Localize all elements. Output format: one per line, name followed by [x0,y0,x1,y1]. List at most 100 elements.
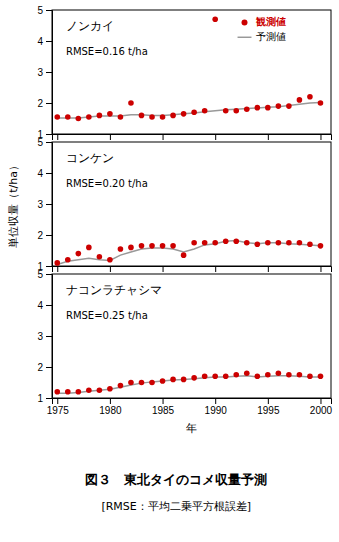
observed-point [139,380,145,386]
observed-point [118,246,124,252]
x-tick [268,134,269,140]
x-tick [57,266,58,272]
x-tick-mark [57,266,58,272]
observed-point [128,100,134,106]
x-tick-label: 2000 [310,405,333,416]
rmse-annotation: RMSE=0.25 t/ha [66,310,148,321]
y-tick: 4 [37,168,52,179]
x-tick-mark [215,266,216,272]
observed-point [191,240,197,246]
y-tick: 3 [37,331,52,342]
observed-point [118,114,124,120]
chart-svg: 12345ノンカイRMSE=0.16 t/ha観測値予測値12345コンケンRM… [0,0,339,542]
y-axis-line [46,11,53,135]
y-axis-title: 単位収量（t/ha） [7,160,20,248]
observed-point [86,245,92,251]
y-tick-label: 2 [37,230,43,241]
predicted-line [57,102,320,118]
observed-point [297,240,303,246]
y-axis-line [46,275,53,399]
y-tick-mark [46,305,52,306]
observed-point [212,17,218,23]
observed-point [86,114,92,120]
y-axis: 12345 [37,5,52,140]
observed-point [191,110,197,116]
panel: 12345ノンカイRMSE=0.16 t/ha観測値予測値 [37,5,331,140]
y-tick: 2 [37,230,52,241]
observed-point [244,106,250,112]
panel: 19751980198519901995200012345ナコンラチャシマRMS… [37,269,332,435]
x-tick-mark [320,266,321,272]
legend-symbol [242,19,248,25]
observed-point [191,375,197,381]
x-tick [110,134,111,140]
y-tick-label: 1 [37,393,43,404]
y-tick: 5 [37,137,52,148]
x-tick: 1985 [152,398,175,416]
x-tick [163,266,164,272]
panel: 12345コンケンRMSE=0.20 t/ha [37,137,331,272]
y-tick-label: 2 [37,362,43,373]
legend-label: 予測値 [256,31,286,42]
x-tick: 1975 [47,398,70,416]
y-tick-mark [46,336,52,337]
x-tick-label: 1980 [99,405,122,416]
y-tick-label: 4 [37,168,43,179]
y-tick-mark [46,266,52,267]
observed-point [307,94,313,100]
x-tick [57,134,58,140]
x-tick-mark [163,266,164,272]
observed-point [65,389,71,395]
x-axis-line [53,267,332,273]
plot-frame [52,274,331,398]
x-tick: 1995 [257,398,280,416]
panel-title: ノンカイ [66,19,114,33]
y-tick-mark [46,204,52,205]
y-tick-label: 3 [37,199,43,210]
y-tick: 2 [37,362,52,373]
x-axis: 1975 1980 1985 1990 1995 2000 [47,398,333,416]
y-tick: 2 [37,98,52,109]
observed-point [297,372,303,378]
observed-point [181,377,187,383]
y-tick-mark [46,398,52,399]
y-tick-mark [46,103,52,104]
y-tick-mark [46,173,52,174]
y-tick: 5 [37,269,52,280]
y-tick-mark [46,142,52,143]
observed-point [265,240,271,246]
observed-point [170,113,176,119]
observed-point [149,114,155,120]
y-tick-label: 5 [37,5,43,16]
x-axis [53,266,332,272]
y-tick-label: 2 [37,98,43,109]
observed-point [97,387,103,393]
y-tick-mark [46,41,52,42]
observed-point [76,116,82,122]
observed-point [307,374,313,380]
observed-point [107,386,113,392]
x-axis [53,134,332,140]
observed-point [202,240,208,246]
observed-point [233,372,239,378]
x-tick [215,134,216,140]
y-tick: 4 [37,300,52,311]
observed-point [76,251,82,257]
observed-point [54,389,60,395]
plot-frame [52,10,331,134]
observed-point [181,252,187,258]
observed-point [149,243,155,249]
x-tick-mark [110,266,111,272]
x-tick-label: 1990 [205,405,228,416]
y-tick-mark [46,367,52,368]
observed-point [265,372,271,378]
rmse-annotation: RMSE=0.16 t/ha [66,46,148,57]
x-tick-mark [57,134,58,140]
marks [54,238,323,265]
y-tick: 3 [37,67,52,78]
observed-point [276,103,282,109]
observed-point [318,100,324,106]
y-tick-label: 3 [37,331,43,342]
observed-point [212,374,218,380]
x-tick-mark [215,398,216,404]
